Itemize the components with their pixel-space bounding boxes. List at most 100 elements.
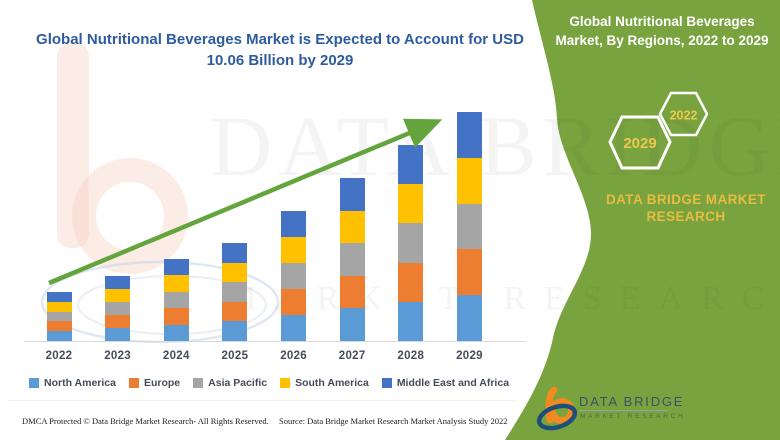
- segment-north-america: [398, 301, 424, 341]
- hexagon-2022-label: 2022: [670, 109, 698, 123]
- footer-divider: [8, 400, 516, 401]
- segment-europe: [339, 275, 365, 309]
- brand-text-line2: RESEARCH: [646, 209, 726, 224]
- segment-europe: [281, 289, 307, 315]
- watermark-text-line2: MARKET RESEARCH: [226, 280, 780, 317]
- side-panel-shape: [505, 0, 780, 440]
- segment-europe: [222, 301, 248, 322]
- x-axis-label-2029: 2029: [456, 350, 483, 362]
- legend-item-south-america: South America: [280, 377, 369, 389]
- segment-europe: [105, 315, 131, 328]
- segment-north-america: [163, 324, 189, 341]
- segment-middle-east-and-africa: [281, 210, 307, 237]
- legend-swatch: [381, 378, 392, 388]
- segment-south-america: [163, 275, 189, 292]
- legend-swatch: [280, 378, 291, 388]
- x-axis-line: [24, 341, 525, 342]
- side-panel-heading: Global Nutritional Beverages Market, By …: [546, 12, 778, 50]
- segment-europe: [46, 321, 72, 332]
- logo-swoosh: [536, 403, 578, 431]
- segment-asia-pacific: [457, 203, 482, 250]
- x-axis-label-2025: 2025: [221, 350, 249, 362]
- logo-b-bowl: [549, 398, 575, 424]
- segment-europe: [163, 308, 189, 325]
- stacked-bar-2027: [339, 177, 365, 341]
- legend-swatch: [193, 378, 204, 388]
- brand-text: DATA BRIDGE MARKET RESEARCH: [600, 191, 772, 225]
- watermark-logo-stem: [57, 42, 89, 248]
- side-panel-heading-line1: Global Nutritional Beverages: [569, 14, 755, 29]
- stacked-bar-2024: [163, 259, 189, 341]
- legend-swatch: [128, 378, 139, 388]
- legend-label: South America: [295, 377, 369, 389]
- segment-north-america: [105, 328, 131, 341]
- legend: North America Europe Asia Pacific South Ame…: [29, 377, 509, 389]
- stacked-bar-2026: [281, 210, 307, 341]
- watermark-swoosh-outer: [40, 260, 280, 344]
- segment-south-america: [398, 184, 424, 224]
- segment-north-america: [281, 315, 307, 341]
- hexagon-2022: [658, 91, 709, 137]
- legend-item-europe: Europe: [128, 377, 181, 389]
- chart-title-line1: Global Nutritional Beverages Market is E…: [36, 31, 524, 48]
- hexagon-2029: [608, 115, 672, 170]
- x-axis-label-2022: 2022: [45, 350, 73, 362]
- logo-wordmark: DATA BRIDGE: [579, 394, 685, 409]
- logo-underline: [579, 410, 668, 411]
- segment-north-america: [222, 321, 248, 341]
- legend-label: North America: [44, 377, 116, 389]
- brand-text-line1: DATA BRIDGE MARKET: [606, 192, 766, 207]
- segment-asia-pacific: [163, 291, 189, 309]
- segment-south-america: [457, 157, 482, 204]
- stacked-bar-2022: [46, 292, 72, 341]
- side-panel-heading-line2: Market, By Regions, 2022 to 2029: [555, 33, 769, 48]
- segment-north-america: [457, 295, 482, 341]
- hexagon-2029-label: 2029: [623, 135, 656, 152]
- legend-label: Asia Pacific: [208, 377, 268, 389]
- legend-item-middle-east-and-africa: Middle East and Africa: [381, 377, 510, 389]
- footer-source-text: Source: Data Bridge Market Research Mark…: [279, 416, 508, 426]
- segment-europe: [398, 262, 424, 302]
- chart-title-line2: 10.06 Billion by 2029: [206, 52, 354, 69]
- segment-middle-east-and-africa: [163, 259, 189, 276]
- segment-south-america: [105, 289, 131, 302]
- x-axis-label-2027: 2027: [338, 350, 366, 362]
- segment-middle-east-and-africa: [46, 292, 72, 302]
- segment-middle-east-and-africa: [105, 275, 131, 289]
- x-axis-label-2028: 2028: [397, 350, 425, 362]
- segment-asia-pacific: [339, 243, 365, 276]
- legend-label: Europe: [143, 377, 181, 389]
- legend-swatch: [29, 378, 39, 388]
- segment-middle-east-and-africa: [222, 242, 248, 263]
- stacked-bar-2025: [222, 242, 248, 341]
- segment-south-america: [281, 237, 307, 263]
- x-axis-label-2023: 2023: [104, 350, 131, 362]
- segment-asia-pacific: [105, 302, 131, 315]
- segment-middle-east-and-africa: [339, 177, 365, 211]
- stacked-bar-2029: [457, 111, 482, 341]
- x-axis-label-2026: 2026: [280, 350, 307, 362]
- segment-middle-east-and-africa: [398, 144, 424, 185]
- logo-b-stem: [545, 386, 558, 424]
- legend-item-asia-pacific: Asia Pacific: [193, 377, 267, 389]
- segment-south-america: [222, 262, 248, 283]
- legend-label: Middle East and Africa: [396, 377, 510, 389]
- legend-item-north-america: North America: [29, 377, 116, 389]
- segment-asia-pacific: [398, 223, 424, 263]
- segment-asia-pacific: [222, 282, 248, 302]
- segment-north-america: [339, 308, 365, 341]
- footer-dmca-text: DMCA Protected © Data Bridge Market Rese…: [22, 416, 269, 426]
- stacked-bar-2028: [398, 144, 424, 341]
- segment-south-america: [339, 210, 365, 244]
- segment-south-america: [46, 301, 72, 312]
- logo-tagline: MARKET RESEARCH: [580, 413, 686, 420]
- stacked-bar-2023: [105, 275, 131, 341]
- segment-asia-pacific: [281, 263, 307, 289]
- segment-asia-pacific: [46, 311, 72, 322]
- chart-title: Global Nutritional Beverages Market is E…: [30, 29, 530, 71]
- trend-arrow: [48, 118, 443, 286]
